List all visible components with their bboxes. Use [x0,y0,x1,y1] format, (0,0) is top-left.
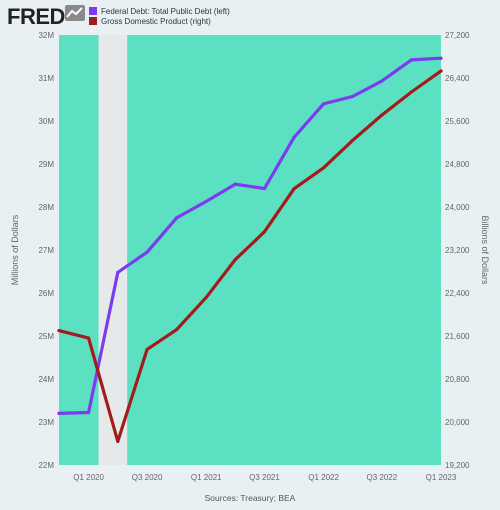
y-right-tick-label: 21,600 [445,332,470,341]
y-right-axis-title: Billions of Dollars [480,215,490,285]
y-right-tick-label: 20,800 [445,375,470,384]
sources-note: Sources: Treasury; BEA [204,493,296,503]
fred-logo: FRED [7,4,65,29]
data-point-federal-debt [380,79,384,83]
data-point-federal-debt [262,186,267,191]
y-left-tick-label: 27M [38,246,54,255]
y-left-tick-label: 31M [38,74,54,83]
x-tick-label: Q3 2021 [249,473,280,482]
data-point-gdp [175,327,179,332]
data-point-federal-debt [439,56,443,60]
x-tick-label: Q3 2020 [132,473,163,482]
data-point-gdp [86,336,91,340]
fred-logo-icon [65,5,85,21]
data-point-gdp [350,138,355,142]
data-point-federal-debt [116,270,120,274]
legend-item-gdp: Gross Domestic Product (right) [89,17,211,26]
data-point-gdp [204,295,208,299]
recession-shading [98,35,128,465]
data-point-gdp [233,258,237,262]
y-left-tick-label: 24M [38,375,54,384]
data-point-federal-debt [175,216,179,220]
y-right-tick-label: 25,600 [445,117,470,126]
data-point-gdp [292,187,296,191]
data-point-federal-debt [409,58,414,62]
legend-label-gdp: Gross Domestic Product (right) [101,17,211,26]
y-left-tick-label: 29M [38,160,54,169]
y-right-tick-label: 24,800 [445,160,470,169]
data-point-gdp [439,69,443,73]
data-point-federal-debt [322,102,326,106]
data-point-gdp [380,113,384,117]
data-point-gdp [57,329,61,333]
data-point-gdp [116,439,120,443]
series-line-gdp [57,69,443,443]
y-left-tick-label: 23M [38,418,54,427]
x-tick-label: Q3 2022 [366,473,397,482]
y-left-tick-label: 22M [38,461,54,470]
y-left-tick-label: 28M [38,203,54,212]
legend-swatch-federal-debt [89,7,97,15]
y-right-tick-label: 27,200 [445,31,470,40]
legend-item-federal-debt: Federal Debt: Total Public Debt (left) [89,7,230,16]
data-point-federal-debt [204,199,208,204]
x-tick-label: Q1 2021 [191,473,222,482]
y-right-tick-label: 22,400 [445,289,470,298]
data-point-gdp [262,230,267,234]
y-left-axis-title: Millions of Dollars [10,214,20,285]
series-line-federal-debt [57,56,443,415]
y-right-tick-label: 19,200 [445,461,470,470]
data-point-federal-debt [233,182,237,186]
x-tick-label: Q1 2020 [73,473,104,482]
data-point-federal-debt [86,410,91,415]
data-point-gdp [322,166,326,170]
y-left-tick-label: 32M [38,31,54,40]
data-point-federal-debt [145,250,149,254]
chart-header: FRED Federal Debt: Total Public Debt (le… [0,0,500,32]
legend-swatch-gdp [89,17,97,25]
legend-label-federal-debt: Federal Debt: Total Public Debt (left) [101,7,230,16]
y-right-tick-label: 23,200 [445,246,470,255]
y-left-tick-label: 26M [38,289,54,298]
x-tick-label: Q1 2023 [426,473,457,482]
data-point-gdp [409,90,414,94]
data-point-federal-debt [350,94,355,99]
data-point-federal-debt [292,135,296,139]
y-left-tick-label: 25M [38,332,54,341]
y-right-tick-label: 24,000 [445,203,470,212]
x-tick-label: Q1 2022 [308,473,339,482]
data-point-gdp [145,347,149,352]
y-right-tick-label: 20,000 [445,418,470,427]
data-point-federal-debt [57,411,61,415]
y-right-tick-label: 26,400 [445,74,470,83]
y-left-tick-label: 30M [38,117,54,126]
